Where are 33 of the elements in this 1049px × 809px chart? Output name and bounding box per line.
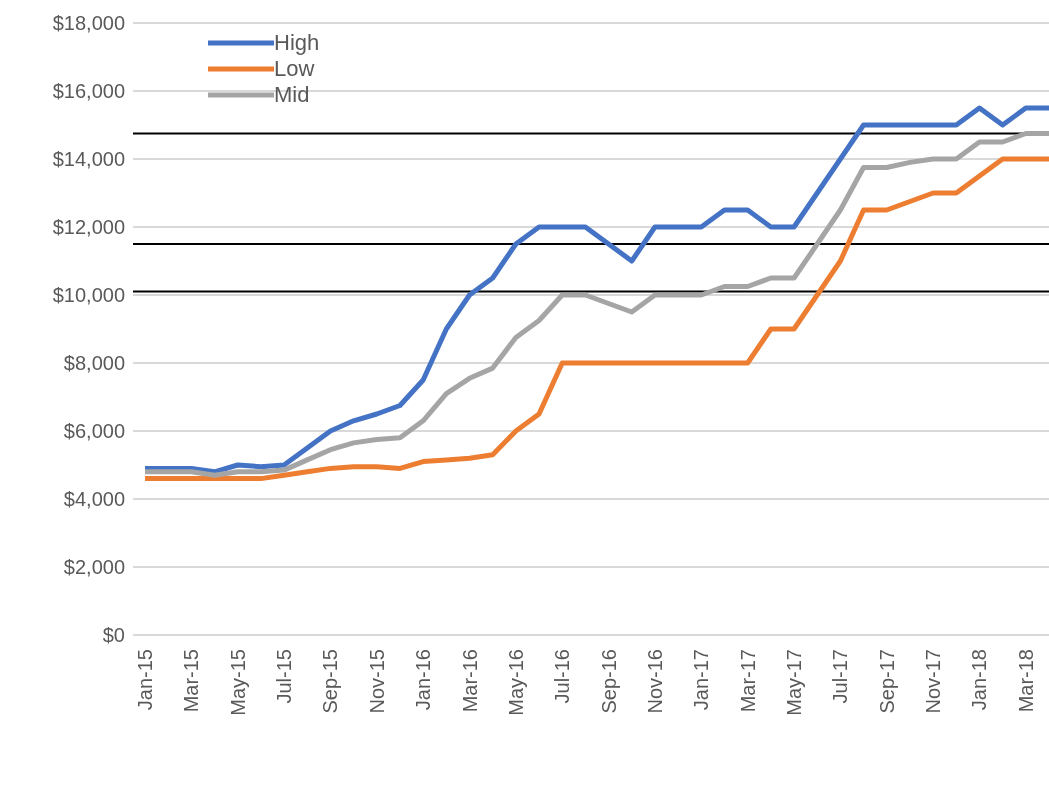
y-tick-label: $16,000	[52, 80, 125, 103]
y-tick-label: $6,000	[63, 420, 125, 443]
x-tick-label: May-15	[226, 649, 249, 716]
x-tick-label: Sep-15	[319, 649, 342, 714]
legend-label: Mid	[274, 82, 310, 108]
x-tick-label: Mar-17	[736, 649, 759, 713]
x-tick-label: Jan-15	[134, 649, 156, 711]
y-tick-label: $18,000	[52, 12, 125, 35]
x-tick-label: Sep-17	[875, 649, 898, 714]
x-tick-label: May-17	[783, 649, 806, 716]
x-tick-label: Jan-18	[968, 649, 991, 711]
x-tick-label: Jul-15	[273, 649, 296, 704]
y-tick-label: $10,000	[52, 284, 125, 307]
x-tick-label: Jul-16	[551, 649, 574, 704]
y-tick-label: $4,000	[63, 488, 125, 511]
x-tick-label: Sep-16	[597, 649, 620, 714]
y-tick-label: $12,000	[52, 216, 125, 239]
x-tick-label: Jan-16	[412, 649, 435, 711]
x-tick-label: Jul-17	[829, 649, 852, 704]
x-tick-label: Jan-17	[690, 649, 713, 711]
x-tick-label: Mar-18	[1014, 649, 1037, 713]
x-tick-label: Nov-15	[365, 649, 388, 714]
x-tick-label: Mar-16	[458, 649, 481, 713]
x-tick-label: May-16	[504, 649, 527, 716]
y-tick-label: $14,000	[52, 148, 125, 171]
legend-label: High	[274, 30, 320, 56]
y-tick-label: $2,000	[63, 556, 125, 579]
x-tick-label: Mar-15	[180, 649, 203, 713]
x-tick-label: Nov-17	[922, 649, 945, 714]
y-tick-label: $8,000	[63, 352, 125, 375]
legend-label: Low	[274, 56, 315, 82]
y-tick-label: $0	[102, 624, 125, 647]
x-tick-label: Nov-16	[643, 649, 666, 714]
